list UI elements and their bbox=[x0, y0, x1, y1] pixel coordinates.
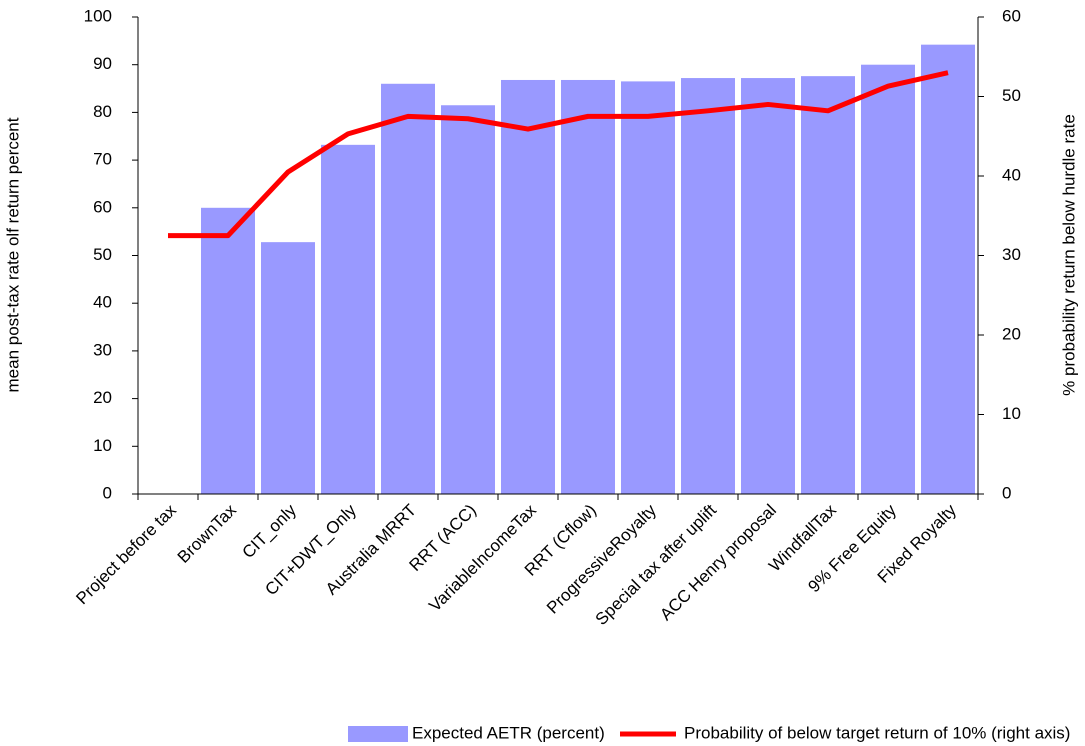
y2-tick-label: 30 bbox=[1002, 245, 1021, 264]
y-tick-label: 40 bbox=[93, 293, 112, 312]
bar bbox=[381, 83, 435, 494]
legend-swatch bbox=[348, 726, 408, 742]
x-tick-label: Special tax after uplift bbox=[592, 500, 721, 629]
x-tick-label: CIT_only bbox=[238, 500, 300, 562]
y2-tick-label: 60 bbox=[1002, 6, 1021, 25]
y-tick-label: 20 bbox=[93, 388, 112, 407]
y-tick-label: 60 bbox=[93, 197, 112, 216]
y-axis-title: mean post-tax rate olf return percent bbox=[3, 117, 22, 392]
y2-tick-label: 0 bbox=[1002, 483, 1011, 502]
bar bbox=[501, 79, 555, 495]
y2-axis-title: % probability return below hurdle rate bbox=[1059, 114, 1078, 396]
y2-tick-label: 10 bbox=[1002, 404, 1021, 423]
bar bbox=[741, 78, 795, 494]
y-tick-label: 10 bbox=[93, 436, 112, 455]
bar bbox=[801, 76, 855, 494]
bar bbox=[621, 81, 675, 495]
bar bbox=[201, 207, 255, 495]
y-tick-label: 100 bbox=[84, 6, 112, 25]
line bbox=[168, 70, 949, 239]
x-tick-label: ACC Henry proposal bbox=[656, 501, 780, 625]
y2-tick-label: 50 bbox=[1002, 86, 1021, 105]
legend-label: Probability of below target return of 10… bbox=[684, 723, 1070, 742]
x-tick-label: VariableIncomeTax bbox=[425, 500, 540, 615]
bar bbox=[921, 44, 975, 494]
legend-label: Expected AETR (percent) bbox=[412, 723, 605, 742]
y-tick-label: 0 bbox=[103, 483, 112, 502]
x-tick-label: Project before tax bbox=[72, 500, 180, 608]
x-tick-label: BrownTax bbox=[174, 500, 241, 567]
y2-tick-label: 20 bbox=[1002, 324, 1021, 343]
bar bbox=[861, 64, 915, 494]
y-tick-label: 30 bbox=[93, 340, 112, 359]
bar bbox=[261, 242, 315, 494]
x-tick-label: ProgressiveRoyalty bbox=[543, 500, 660, 617]
bar bbox=[681, 78, 735, 494]
bar bbox=[561, 79, 615, 495]
y-tick-label: 70 bbox=[93, 150, 112, 169]
bar bbox=[321, 144, 375, 494]
y2-tick-label: 40 bbox=[1002, 165, 1021, 184]
y-tick-label: 90 bbox=[93, 54, 112, 73]
bar bbox=[441, 105, 495, 495]
y-tick-label: 50 bbox=[93, 245, 112, 264]
y-tick-label: 80 bbox=[93, 102, 112, 121]
